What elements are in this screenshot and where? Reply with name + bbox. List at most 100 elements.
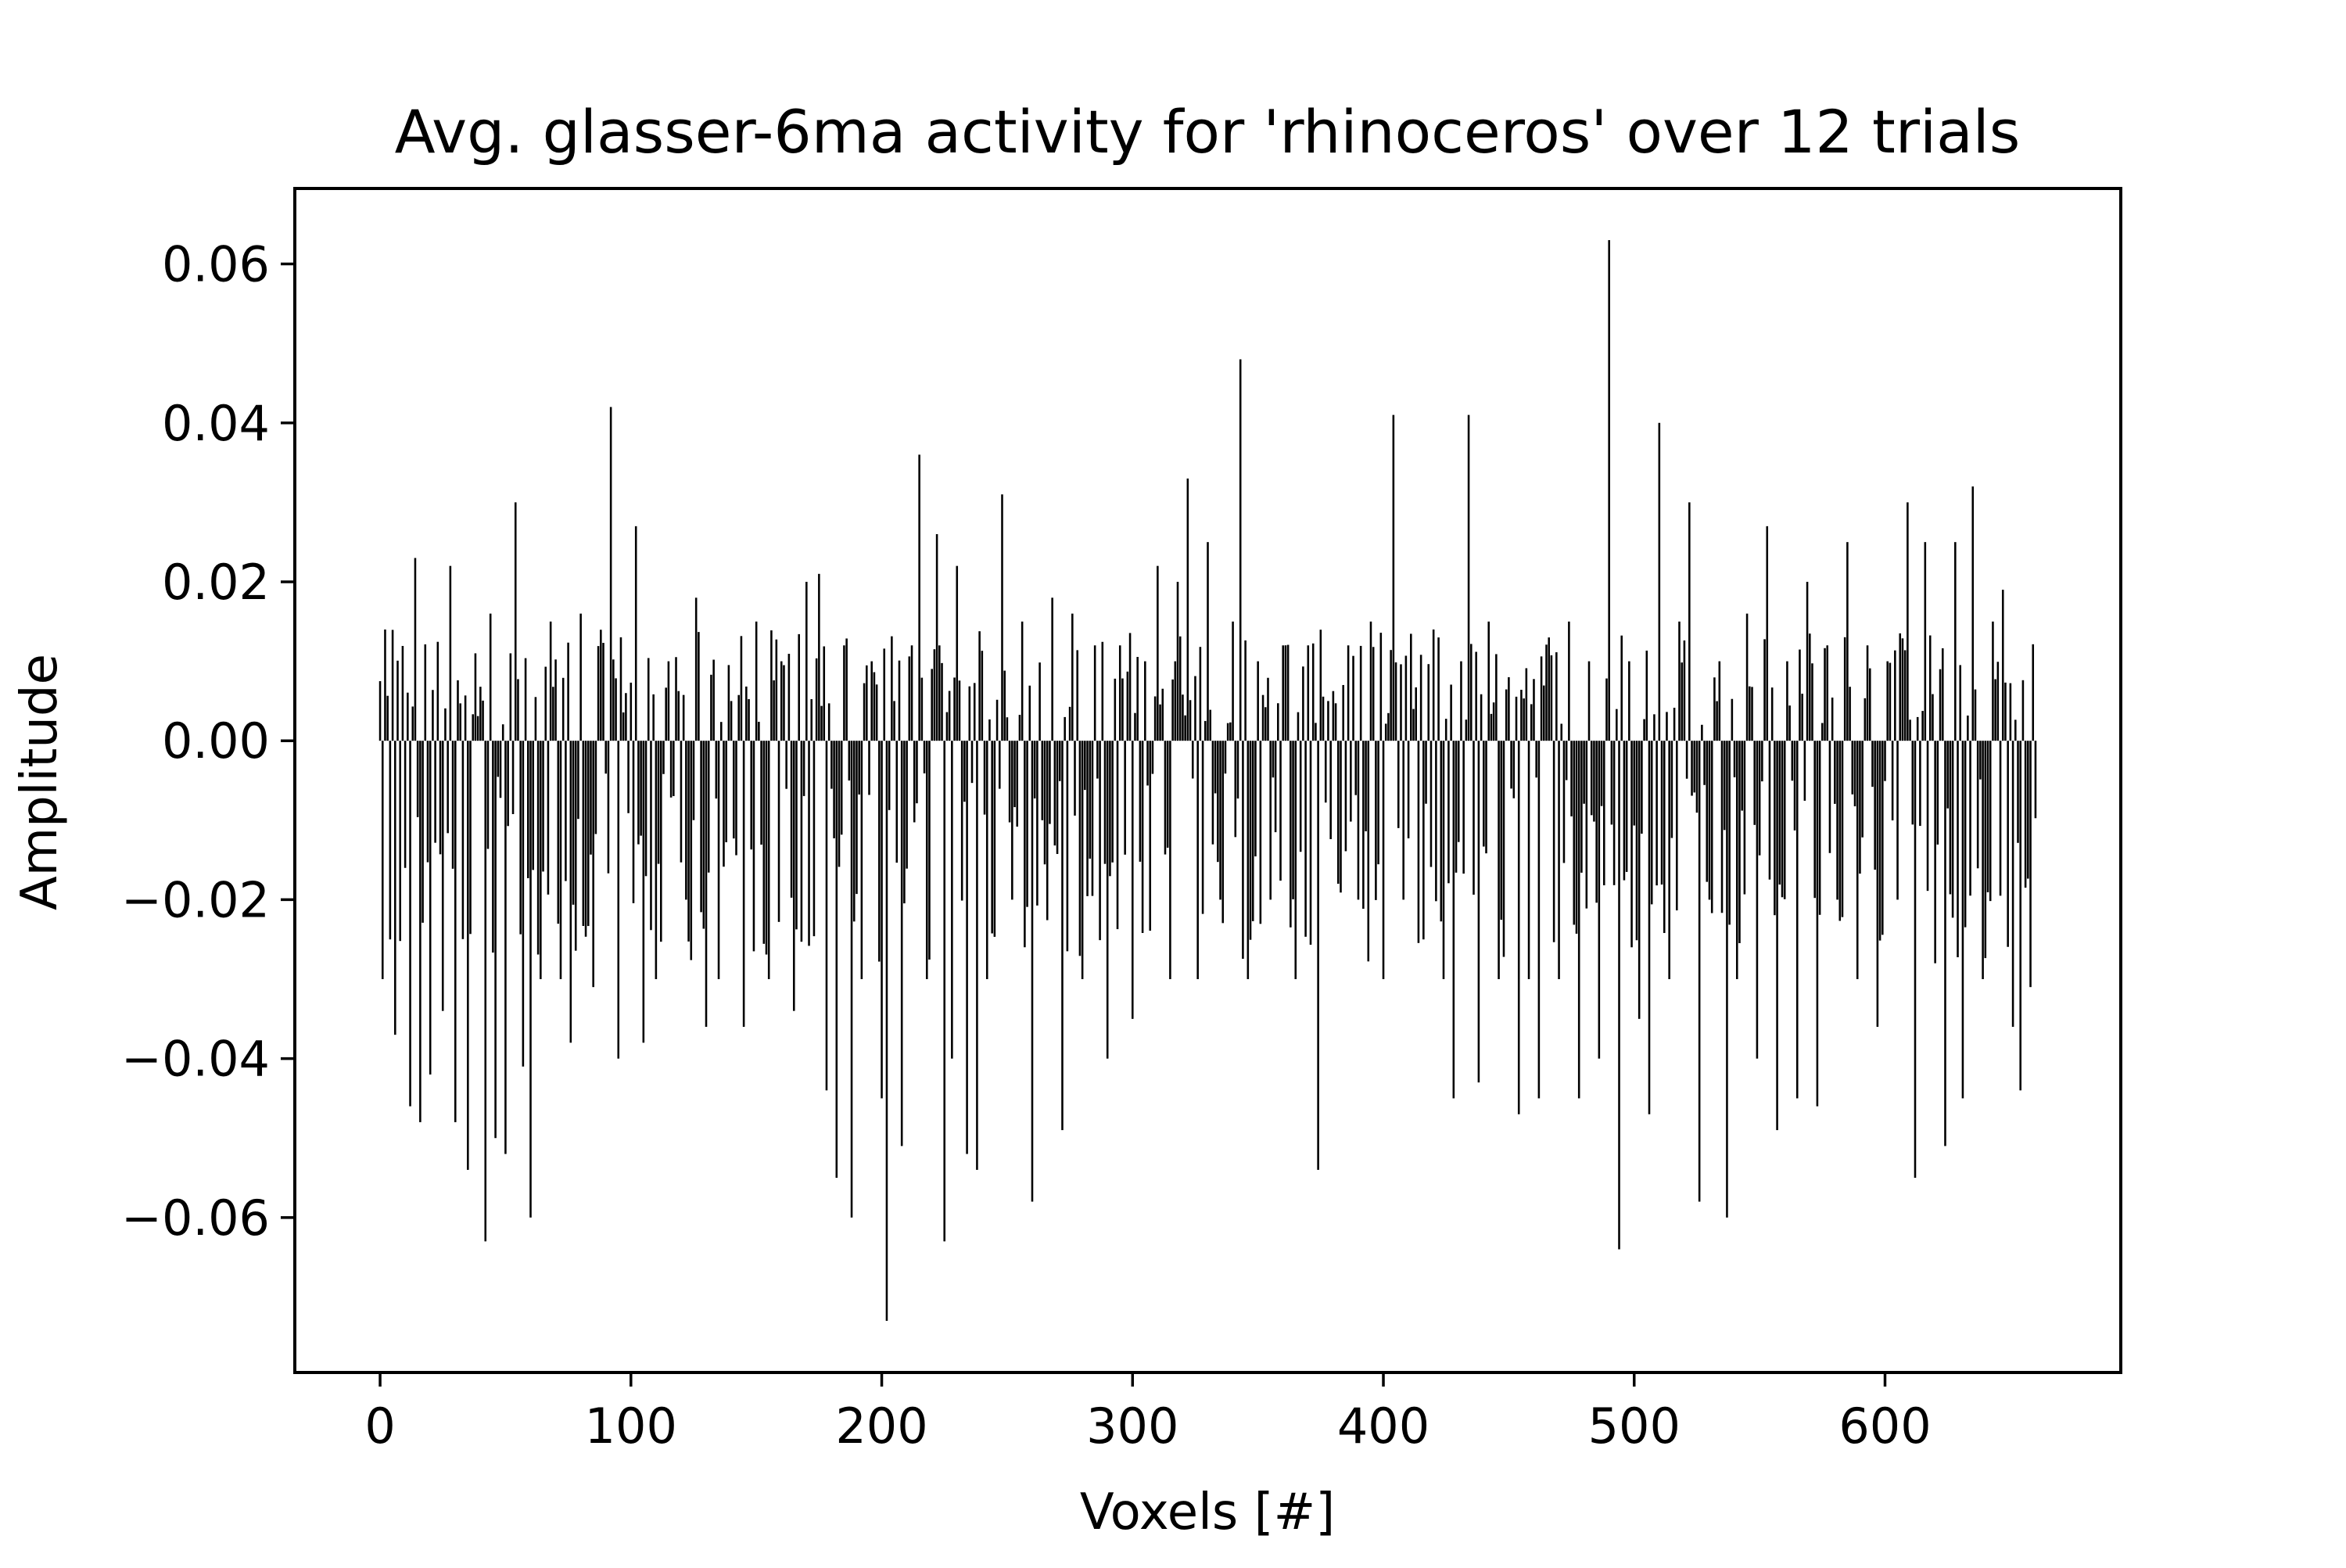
bar — [891, 636, 893, 741]
bar — [1630, 741, 1633, 948]
bar — [1720, 741, 1724, 913]
bar — [486, 741, 490, 849]
bar — [637, 741, 640, 845]
bar — [447, 741, 449, 834]
bar — [931, 669, 933, 741]
bar — [1041, 741, 1044, 820]
bar — [1799, 649, 1801, 741]
bar — [1776, 741, 1778, 1131]
bar — [499, 741, 502, 798]
bar — [1568, 621, 1570, 741]
bar — [973, 683, 976, 741]
bar — [1999, 741, 2002, 896]
bar — [1502, 741, 1505, 957]
bar — [1084, 741, 1086, 791]
bar — [1103, 741, 1107, 864]
bar — [1691, 741, 1693, 796]
bar — [547, 741, 550, 895]
bar — [1919, 741, 1921, 827]
bar — [923, 741, 926, 773]
bar — [792, 741, 795, 1011]
bar — [584, 741, 587, 937]
bar — [983, 741, 986, 815]
bar — [552, 687, 554, 741]
bar — [1530, 704, 1533, 741]
bar — [1846, 542, 1849, 741]
y-tick-label: −0.02 — [121, 871, 270, 928]
bar — [615, 678, 617, 741]
bar — [1290, 741, 1292, 928]
bar — [1171, 679, 1174, 741]
bar — [1653, 714, 1655, 741]
bar — [1211, 741, 1214, 845]
bar — [459, 703, 461, 741]
bar — [1394, 662, 1397, 741]
bar — [532, 741, 534, 870]
bar — [1269, 741, 1272, 900]
bar — [1344, 741, 1347, 852]
x-tick-label: 500 — [1588, 1398, 1681, 1455]
bar — [1681, 662, 1683, 741]
bar — [1352, 655, 1354, 741]
bar — [1315, 723, 1317, 741]
bar — [1828, 741, 1831, 853]
bar — [1961, 741, 1964, 1099]
bar — [1026, 741, 1028, 907]
bar — [1372, 647, 1375, 741]
bar — [956, 565, 959, 741]
bar — [1770, 687, 1774, 741]
y-tick-label: −0.04 — [121, 1031, 270, 1088]
bar — [770, 630, 773, 741]
bar — [467, 741, 469, 1170]
bar — [655, 741, 658, 980]
bar — [2034, 741, 2037, 819]
bar — [1907, 502, 1909, 741]
bar — [1176, 581, 1179, 741]
bar — [895, 741, 899, 863]
bar — [1616, 709, 1618, 741]
bar — [1731, 698, 1734, 741]
bar — [866, 665, 868, 741]
bar — [878, 741, 881, 962]
bar — [524, 658, 527, 741]
bar — [517, 679, 519, 741]
bar — [1580, 741, 1583, 873]
y-tick-label: 0.06 — [162, 236, 270, 293]
bar — [1543, 685, 1545, 741]
bar — [1683, 640, 1686, 741]
bar — [1332, 691, 1335, 741]
bar — [762, 741, 766, 944]
bar — [549, 621, 552, 741]
bar — [976, 741, 978, 1170]
bar — [1076, 650, 1078, 741]
bar — [843, 645, 845, 741]
bar — [1006, 717, 1009, 741]
bar — [1024, 741, 1026, 948]
bar — [1267, 677, 1269, 741]
bar — [389, 741, 392, 940]
bar — [1274, 741, 1277, 833]
bar — [1663, 741, 1666, 934]
bar — [1761, 741, 1763, 782]
bar — [577, 741, 579, 820]
bar — [707, 741, 710, 873]
bar — [432, 690, 434, 741]
bar — [906, 741, 908, 869]
bar — [1161, 688, 1164, 741]
bar — [511, 741, 515, 814]
bar — [1871, 741, 1874, 788]
bar — [409, 741, 411, 1107]
bar — [1803, 741, 1806, 801]
bar — [767, 741, 770, 980]
bar — [1207, 542, 1209, 741]
bar — [1859, 741, 1861, 874]
bar — [1745, 613, 1749, 741]
bar — [2021, 680, 2025, 741]
bar — [391, 630, 394, 741]
bar — [1184, 715, 1186, 741]
bar — [1525, 668, 1528, 741]
bar — [1934, 741, 1936, 963]
bar — [1774, 741, 1776, 916]
bar — [1096, 741, 1099, 779]
